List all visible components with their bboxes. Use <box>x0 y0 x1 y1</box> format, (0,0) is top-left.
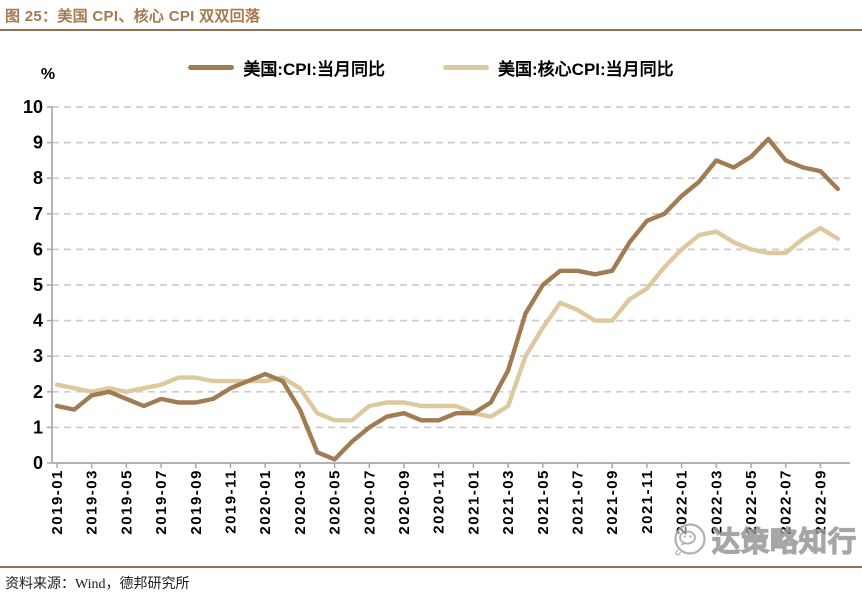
svg-text:1: 1 <box>33 417 43 437</box>
svg-text:2022-07: 2022-07 <box>778 469 795 535</box>
x-axis-labels: 2019-01 2019-03 2019-05 2019-07 2019-09 2019-… <box>49 469 829 535</box>
series-line <box>54 136 840 462</box>
svg-text:2020-07: 2020-07 <box>361 469 378 535</box>
svg-text:2020-03: 2020-03 <box>292 469 309 535</box>
cpi-line-swatch-icon <box>188 65 235 70</box>
axes <box>47 106 850 468</box>
svg-text:2020-09: 2020-09 <box>396 469 413 535</box>
svg-text:9: 9 <box>33 133 43 153</box>
gridlines <box>52 106 850 429</box>
svg-text:2021-09: 2021-09 <box>604 469 621 535</box>
svg-text:2019-01: 2019-01 <box>49 469 66 535</box>
svg-text:2: 2 <box>33 382 43 402</box>
source-note: 资料来源：Wind，德邦研究所 <box>5 577 190 592</box>
svg-text:2019-03: 2019-03 <box>84 469 101 535</box>
svg-text:4: 4 <box>33 311 43 331</box>
svg-text:2022-09: 2022-09 <box>812 469 829 535</box>
svg-text:2019-07: 2019-07 <box>153 469 170 535</box>
svg-text:7: 7 <box>33 204 43 224</box>
svg-text:2020-01: 2020-01 <box>257 469 274 535</box>
legend-item-core-cpi: 美国:核心CPI:当月同比 <box>443 55 674 80</box>
svg-text:2019-11: 2019-11 <box>223 469 240 534</box>
svg-text:2021-01: 2021-01 <box>465 469 482 535</box>
svg-text:0: 0 <box>33 453 43 473</box>
svg-text:2020-11: 2020-11 <box>431 469 448 534</box>
svg-text:2022-05: 2022-05 <box>743 469 760 535</box>
svg-text:5: 5 <box>33 275 43 295</box>
svg-text:6: 6 <box>33 239 43 259</box>
svg-text:8: 8 <box>33 168 43 188</box>
legend-item-cpi: 美国:CPI:当月同比 <box>188 55 385 80</box>
core-cpi-line-swatch-icon <box>443 65 489 70</box>
series-line <box>54 225 840 423</box>
y-unit-label: % <box>41 66 55 83</box>
svg-text:2021-03: 2021-03 <box>500 469 517 535</box>
svg-text:2022-03: 2022-03 <box>708 469 725 535</box>
svg-text:2021-07: 2021-07 <box>570 469 587 535</box>
title-divider <box>0 29 862 31</box>
y-axis-labels: 0 1 2 3 4 5 6 7 8 9 10 <box>23 97 43 473</box>
svg-text:2019-05: 2019-05 <box>118 469 135 535</box>
figure-title: 图 25：美国 CPI、核心 CPI 双双回落 <box>5 8 261 25</box>
svg-text:3: 3 <box>33 346 43 366</box>
legend-label-core-cpi: 美国:核心CPI:当月同比 <box>498 60 674 79</box>
chart-legend: 美国:CPI:当月同比 美国:核心CPI:当月同比 <box>0 55 862 80</box>
svg-text:2021-05: 2021-05 <box>535 469 552 535</box>
data-series <box>54 136 840 462</box>
footer-divider <box>0 566 862 568</box>
svg-text:2019-09: 2019-09 <box>188 469 205 535</box>
svg-text:2021-11: 2021-11 <box>639 469 656 534</box>
svg-text:10: 10 <box>23 97 43 117</box>
legend-label-cpi: 美国:CPI:当月同比 <box>243 60 385 79</box>
svg-text:2020-05: 2020-05 <box>327 469 344 535</box>
svg-text:2022-01: 2022-01 <box>674 469 691 535</box>
